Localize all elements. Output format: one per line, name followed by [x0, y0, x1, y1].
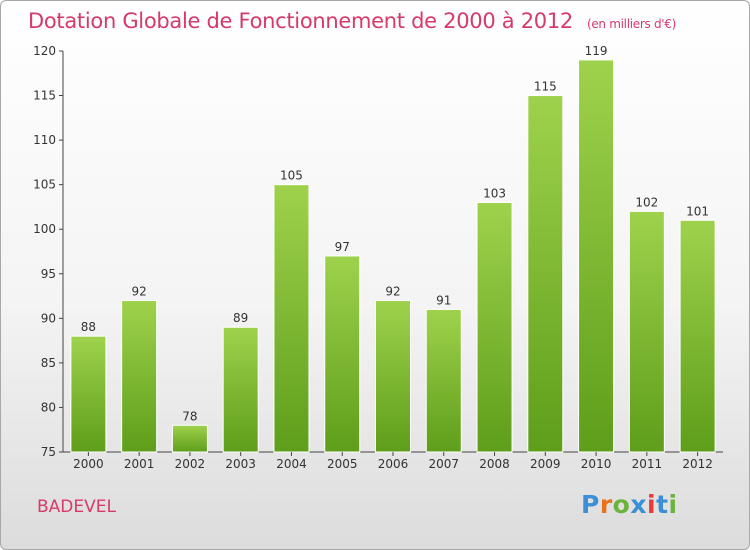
commune-name: BADEVEL [37, 497, 116, 517]
x-tick-label: 2010 [581, 457, 612, 471]
data-label: 105 [280, 169, 303, 183]
logo-letter: i [668, 490, 678, 519]
data-label: 103 [483, 186, 506, 200]
bar [273, 184, 310, 453]
bar [527, 95, 564, 453]
logo-letter: t [656, 490, 669, 519]
bar [375, 300, 411, 453]
bar [222, 326, 259, 453]
y-tick-label: 110 [33, 133, 56, 147]
y-tick-label: 115 [33, 89, 56, 103]
y-tick-label: 85 [41, 356, 56, 370]
bar [70, 335, 107, 453]
x-tick-label: 2007 [428, 457, 459, 471]
bar [324, 255, 361, 453]
proxiti-logo: Proxiti [581, 490, 678, 519]
chart-unit: (en milliers d'€) [586, 17, 676, 31]
y-tick-label: 100 [33, 222, 56, 236]
logo-letter: x [630, 490, 647, 519]
x-tick-label: 2009 [530, 457, 561, 471]
data-label: 89 [233, 311, 248, 325]
data-label: 92 [132, 285, 147, 299]
chart-title: Dotation Globale de Fonctionnement de 20… [28, 9, 676, 33]
data-label: 119 [585, 44, 608, 58]
x-tick-label: 2005 [327, 457, 358, 471]
bar [679, 219, 716, 453]
y-tick-label: 120 [33, 44, 56, 58]
x-tick-label: 2002 [175, 457, 206, 471]
y-tick-label: 105 [33, 178, 56, 192]
data-label: 102 [635, 195, 658, 209]
x-tick-label: 2012 [682, 457, 713, 471]
data-label: 88 [81, 320, 96, 334]
data-label: 97 [335, 240, 350, 254]
y-tick-label: 90 [41, 311, 56, 325]
x-tick-label: 2004 [276, 457, 307, 471]
data-label: 91 [436, 293, 451, 307]
logo-letter: r [599, 490, 613, 519]
x-tick-label: 2003 [225, 457, 256, 471]
bar [628, 210, 665, 453]
data-label: 115 [534, 80, 557, 94]
x-tick-label: 2006 [378, 457, 409, 471]
bar [425, 308, 462, 453]
data-label: 78 [182, 409, 197, 423]
logo-letter: o [612, 490, 631, 519]
y-tick-label: 75 [41, 445, 56, 459]
chart-title-text: Dotation Globale de Fonctionnement de 20… [28, 9, 573, 33]
logo-letter: i [647, 490, 657, 519]
x-tick-label: 2001 [124, 457, 155, 471]
x-tick-label: 2011 [632, 457, 663, 471]
data-label: 101 [686, 204, 709, 218]
bar [121, 300, 158, 453]
x-tick-label: 2000 [73, 457, 104, 471]
bar [578, 59, 615, 453]
x-tick-label: 2008 [479, 457, 510, 471]
y-tick-label: 80 [41, 400, 56, 414]
bar [476, 201, 513, 453]
bar [171, 424, 208, 453]
data-label: 92 [385, 285, 400, 299]
y-tick-label: 95 [41, 267, 56, 281]
logo-letter: P [581, 490, 600, 519]
